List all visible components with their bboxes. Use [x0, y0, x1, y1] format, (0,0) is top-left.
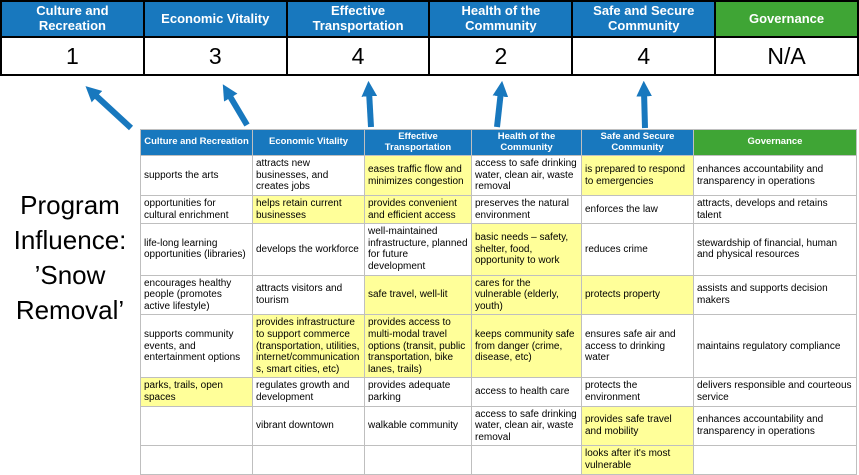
matrix-cell: develops the workforce	[252, 223, 365, 276]
matrix-cell: provides adequate parking	[364, 377, 472, 407]
matrix-cell: access to safe drinking water, clean air…	[471, 155, 582, 197]
matrix-cell: protects the environment	[581, 377, 694, 407]
table-row: vibrant downtown walkable community access…	[140, 405, 857, 447]
scoreboard-header-safe-and-secure-community: Safe and Secure Community	[573, 2, 715, 36]
up-arrow-icon	[361, 80, 378, 128]
table-row: life-long learning opportunities (librar…	[140, 223, 857, 276]
up-arrow-icon	[85, 86, 134, 131]
matrix-cell: provides access to multi-modal travel op…	[364, 314, 472, 379]
matrix-cell: protects property	[581, 274, 694, 316]
matrix-cell: access to safe drinking water, clean air…	[471, 405, 582, 447]
matrix-cell: supports community events, and entertain…	[140, 314, 253, 379]
influence-matrix: Culture and Recreation Economic Vitality E…	[140, 128, 857, 475]
arrows-overlay	[85, 80, 652, 131]
matrix-header-health-of-the-community: Health of the Community	[471, 128, 582, 157]
up-arrow-icon	[636, 80, 652, 129]
page-title: Program Influence: ’Snow Removal’	[13, 190, 127, 326]
matrix-cell: enhances accountability and transparency…	[693, 405, 857, 447]
matrix-cell: parks, trails, open spaces	[140, 377, 253, 407]
matrix-header-row: Culture and Recreation Economic Vitality E…	[140, 128, 857, 157]
matrix-cell: attracts, develops and retains talent	[693, 195, 857, 225]
matrix-cell: looks after it's most vulnerable	[581, 445, 694, 475]
scoreboard-score-economic-vitality: 3	[144, 38, 286, 74]
matrix-cell: walkable community	[364, 405, 472, 447]
matrix-cell: delivers responsible and courteous servi…	[693, 377, 857, 407]
matrix-cell: life-long learning opportunities (librar…	[140, 223, 253, 276]
matrix-cell: provides safe travel and mobility	[581, 405, 694, 447]
matrix-cell: access to health care	[471, 377, 582, 407]
scoreboard-score-effective-transportation: 4	[287, 38, 429, 74]
matrix-header-governance: Governance	[693, 128, 857, 157]
matrix-cell: attracts new businesses, and creates job…	[252, 155, 365, 197]
scoreboard-header-health-of-the-community: Health of the Community	[430, 2, 572, 36]
up-arrow-icon	[492, 80, 509, 128]
scoreboard-header-culture-and-recreation: Culture and Recreation	[2, 2, 143, 36]
scoreboard-header-economic-vitality: Economic Vitality	[144, 2, 286, 36]
matrix-cell: provides convenient and efficient access	[364, 195, 472, 225]
matrix-cell: preserves the natural environment	[471, 195, 582, 225]
matrix-cell	[140, 405, 253, 447]
table-row: looks after it's most vulnerable	[140, 445, 857, 475]
matrix-cell: safe travel, well-lit	[364, 274, 472, 316]
matrix-cell: enforces the law	[581, 195, 694, 225]
scoreboard-score-culture-and-recreation: 1	[2, 38, 143, 74]
matrix-cell: attracts visitors and tourism	[252, 274, 365, 316]
matrix-cell	[140, 445, 253, 475]
matrix-cell: opportunities for cultural enrichment	[140, 195, 253, 225]
scoreboard-score-safe-and-secure-community: 4	[573, 38, 715, 74]
matrix-cell: enhances accountability and transparency…	[693, 155, 857, 197]
matrix-cell: helps retain current businesses	[252, 195, 365, 225]
matrix-cell: stewardship of financial, human and phys…	[693, 223, 857, 276]
matrix-cell	[471, 445, 582, 475]
matrix-cell: maintains regulatory compliance	[693, 314, 857, 379]
table-row: supports the arts attracts new businesses…	[140, 155, 857, 197]
scoreboard-header-governance: Governance	[716, 2, 857, 36]
matrix-cell	[693, 445, 857, 475]
matrix-cell: regulates growth and development	[252, 377, 365, 407]
matrix-cell: assists and supports decision makers	[693, 274, 857, 316]
matrix-cell: vibrant downtown	[252, 405, 365, 447]
matrix-header-economic-vitality: Economic Vitality	[252, 128, 365, 157]
matrix-cell: well-maintained infrastructure, planned …	[364, 223, 472, 276]
matrix-cell: cares for the vulnerable (elderly, youth…	[471, 274, 582, 316]
table-row: parks, trails, open spaces regulates grow…	[140, 377, 857, 407]
table-row: encourages healthy people (promotes acti…	[140, 274, 857, 316]
table-row: opportunities for cultural enrichment hel…	[140, 195, 857, 225]
matrix-cell: keeps community safe from danger (crime,…	[471, 314, 582, 379]
matrix-cell: ensures safe air and access to drinking …	[581, 314, 694, 379]
matrix-cell: is prepared to respond to emergencies	[581, 155, 694, 197]
matrix-cell	[252, 445, 365, 475]
matrix-cell: provides infrastructure to support comme…	[252, 314, 365, 379]
matrix-header-safe-and-secure-community: Safe and Secure Community	[581, 128, 694, 157]
matrix-cell: supports the arts	[140, 155, 253, 197]
up-arrow-icon	[222, 84, 250, 127]
matrix-cell: eases traffic flow and minimizes congest…	[364, 155, 472, 197]
matrix-cell: basic needs – safety, shelter, food, opp…	[471, 223, 582, 276]
matrix-header-culture-and-recreation: Culture and Recreation	[140, 128, 253, 157]
scoreboard-score-governance: N/A	[716, 38, 857, 74]
scoreboard: Culture and Recreation Economic Vitality E…	[0, 0, 859, 76]
matrix-body: supports the arts attracts new businesses…	[140, 155, 857, 475]
matrix-cell: reduces crime	[581, 223, 694, 276]
scoreboard-header-effective-transportation: Effective Transportation	[287, 2, 429, 36]
matrix-cell	[364, 445, 472, 475]
matrix-cell: encourages healthy people (promotes acti…	[140, 274, 253, 316]
scoreboard-score-health-of-the-community: 2	[430, 38, 572, 74]
matrix-header-effective-transportation: Effective Transportation	[364, 128, 472, 157]
table-row: supports community events, and entertain…	[140, 314, 857, 379]
